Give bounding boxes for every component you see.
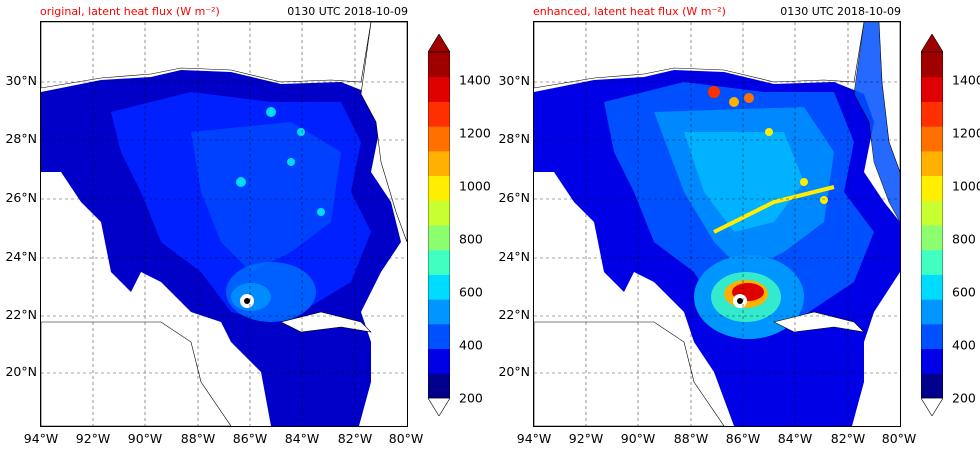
colorbar-label: 1400 [952,72,980,88]
colorbar-segment [921,200,943,226]
colorbar-extend-min [428,397,450,416]
colorbar-segment [921,76,943,102]
lat-tick: 28°N [5,131,37,146]
lon-tick: 92°W [75,431,111,446]
lon-tick: 86°W [725,431,761,446]
colorbar-segment [428,249,450,275]
colorbar-label: 600 [952,284,976,300]
colorbar-extend-max [428,34,450,53]
lat-tick: 22°N [5,307,37,322]
colorbar-segment [428,274,450,300]
colorbar-label: 600 [459,284,483,300]
colorbar-segment [428,52,450,78]
colorbar-segment [428,348,450,374]
colorbar-segment [921,249,943,275]
lon-tick: 82°W [337,431,373,446]
panel-timestamp: 0130 UTC 2018-10-09 [287,5,408,18]
panel-original: original, latent heat flux (W m⁻²) 0130 … [5,5,491,446]
colorbar-segment [921,101,943,127]
colorbar-label: 800 [459,231,483,247]
colorbar-label: 200 [459,390,483,406]
colorbar-label: 1200 [459,125,491,141]
lon-tick: 90°W [620,431,656,446]
panel-enhanced: enhanced, latent heat flux (W m⁻²) 0130 … [493,0,980,451]
colorbar-label: 200 [952,390,976,406]
land-north [534,22,865,89]
lat-tick: 24°N [5,249,37,264]
colorbar-segment [428,76,450,102]
colorbar [428,34,450,416]
map-original [40,21,408,427]
lon-tick: 82°W [830,431,866,446]
colorbar-label: 400 [459,337,483,353]
panel-timestamp: 0130 UTC 2018-10-09 [780,5,901,18]
lon-tick: 88°W [673,431,709,446]
land-north [41,22,407,89]
land-yucatan [41,321,232,426]
land-cuba [773,311,865,333]
land-yucatan [534,321,725,426]
lon-tick: 84°W [284,431,320,446]
colorbar-label: 800 [952,231,976,247]
colorbar-segment [428,373,450,399]
colorbar [921,34,943,416]
colorbar-segment [921,373,943,399]
colorbar-extend-max [921,34,943,53]
lat-tick: 24°N [498,249,530,264]
colorbar-segment [921,274,943,300]
colorbar-segment [428,299,450,325]
colorbar-segment [921,323,943,350]
colorbar-segment [428,126,450,152]
land-florida [360,22,407,243]
map-enhanced [533,21,901,427]
lat-tick: 30°N [5,73,37,88]
colorbar-label: 1000 [952,178,980,194]
colorbar-extend-min [921,397,943,416]
colorbar-segment [428,101,450,127]
colorbar-segment [921,52,943,78]
colorbar-segment [428,200,450,226]
colorbar-label: 1000 [459,178,491,194]
lon-tick: 90°W [127,431,163,446]
colorbar-segment [921,299,943,325]
panel-title: original, latent heat flux (W m⁻²) [40,5,220,18]
lat-tick: 26°N [498,190,530,205]
colorbar-label: 1200 [952,125,980,141]
lon-tick: 88°W [180,431,216,446]
colorbar-segment [428,225,450,251]
colorbar-label: 400 [952,337,976,353]
lat-tick: 22°N [498,307,530,322]
colorbar-segment [921,348,943,374]
lat-tick: 20°N [5,364,37,379]
colorbar-segment [921,150,943,177]
colorbar-segment [428,175,450,201]
lon-tick: 80°W [388,431,424,446]
colorbar-segment [428,150,450,177]
colorbar-frame [921,51,943,399]
colorbar-frame [428,51,450,399]
colorbar-segment [921,126,943,152]
lon-tick: 92°W [568,431,604,446]
lat-tick: 28°N [498,131,530,146]
colorbar-segment [428,323,450,350]
colorbar-segment [921,175,943,201]
lon-tick: 80°W [881,431,917,446]
lat-tick: 30°N [498,73,530,88]
lon-tick: 84°W [777,431,813,446]
panel-title: enhanced, latent heat flux (W m⁻²) [533,5,726,18]
colorbar-label: 1400 [459,72,491,88]
lon-tick: 86°W [232,431,268,446]
colorbar-segment [921,225,943,251]
lon-tick: 94°W [23,431,59,446]
lat-tick: 26°N [5,190,37,205]
land-cuba [280,311,372,333]
lon-tick: 94°W [516,431,552,446]
lat-tick: 20°N [498,364,530,379]
